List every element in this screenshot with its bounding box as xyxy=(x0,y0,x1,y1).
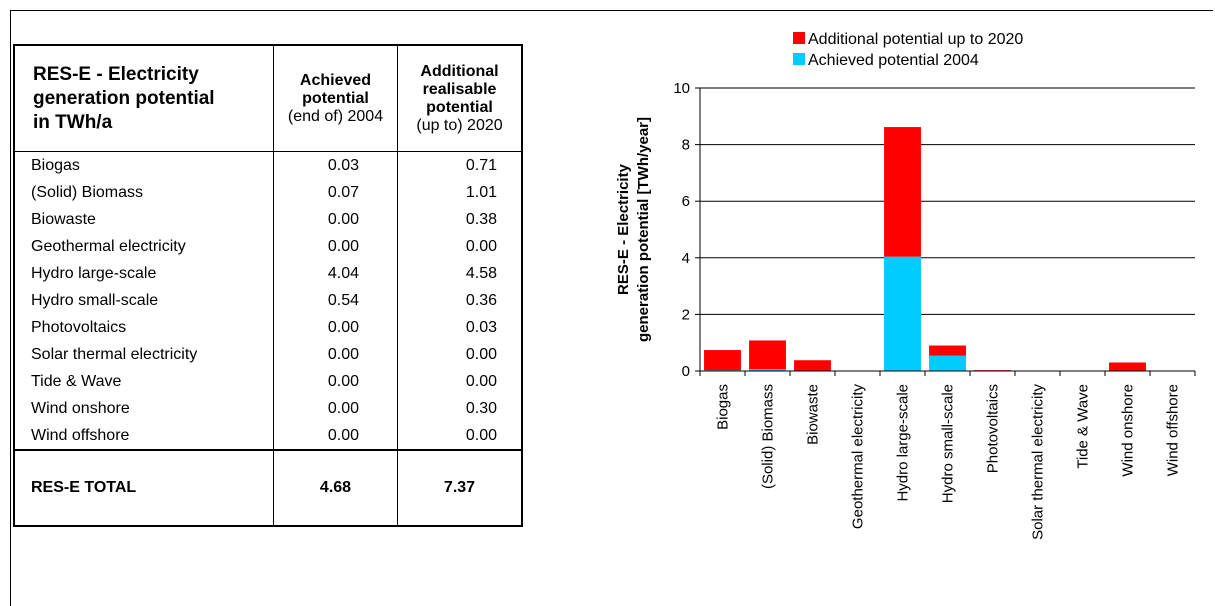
row-additional-value: 0.36 xyxy=(397,287,522,314)
row-additional-value: 0.38 xyxy=(397,206,522,233)
stacked-bar-chart: 0 2 4 6 8 10 Biogas (Solid) Biomass Biowaste Geot… xyxy=(615,31,1196,540)
row-additional-value: 0.30 xyxy=(397,395,522,422)
bar-segment xyxy=(884,127,921,257)
x-category-label: Hydro small-scale xyxy=(940,384,957,503)
row-label: Biowaste xyxy=(31,210,96,228)
total-additional: 7.37 xyxy=(397,449,522,526)
bar-segment xyxy=(929,345,966,356)
row-achieved-value: 0.54 xyxy=(273,287,398,314)
bar-segment xyxy=(929,355,966,371)
table-body: Biogas 0.03 0.71 (Solid) Biomass 0.07 1.01 Bio… xyxy=(14,151,522,450)
x-category-label: Wind offshore xyxy=(1165,384,1182,476)
row-additional-value: 0.71 xyxy=(397,151,522,179)
row-achieved-value: 0.00 xyxy=(273,395,398,422)
table-row: Photovoltaics 0.00 0.03 xyxy=(14,314,522,341)
table-row: Solar thermal electricity 0.00 0.00 xyxy=(14,341,522,368)
x-category-label: Biogas xyxy=(715,384,732,430)
row-label: Tide & Wave xyxy=(31,372,122,390)
legend-swatch xyxy=(793,53,805,65)
potential-table: RES-E - Electricity generation potential… xyxy=(13,44,523,527)
row-label: Wind onshore xyxy=(31,399,130,417)
row-additional-value: 0.00 xyxy=(397,233,522,260)
x-category-label: Solar thermal electricity xyxy=(1030,384,1047,540)
row-achieved-value: 0.00 xyxy=(273,206,398,233)
row-achieved-value: 0.07 xyxy=(273,179,398,206)
y-axis-label: generation potential [TWh/year] xyxy=(635,117,652,342)
y-tick-label: 10 xyxy=(673,80,690,97)
table-row: Biowaste 0.00 0.38 xyxy=(14,206,522,233)
table-row: Tide & Wave 0.00 0.00 xyxy=(14,368,522,395)
figure-frame xyxy=(10,10,1213,606)
header-line: Achieved xyxy=(299,71,372,89)
row-label: Hydro large-scale xyxy=(31,264,157,282)
row-achieved-value: 0.00 xyxy=(273,422,398,450)
bar-segment xyxy=(884,256,921,371)
y-tick-label: 2 xyxy=(682,306,690,323)
bar-segment xyxy=(749,369,786,371)
row-label: Geothermal electricity xyxy=(31,237,186,255)
row-label: Solar thermal electricity xyxy=(31,345,198,363)
header-line: realisable xyxy=(422,80,497,98)
row-label: Wind offshore xyxy=(31,426,130,444)
row-additional-value: 1.01 xyxy=(397,179,522,206)
row-additional-value: 0.00 xyxy=(397,422,522,450)
table-title-line: in TWh/a xyxy=(33,111,113,133)
header-line: Additional xyxy=(420,62,499,80)
y-tick-label: 6 xyxy=(682,193,690,210)
row-achieved-value: 0.00 xyxy=(273,368,398,395)
legend-label: Additional potential up to 2020 xyxy=(808,31,1023,48)
achieved-column-header: Achieved potential (end of) 2004 xyxy=(273,45,398,152)
table-title-line: RES-E - Electricity xyxy=(33,63,199,85)
x-category-label: Photovoltaics xyxy=(985,384,1002,473)
x-category-label: Tide & Wave xyxy=(1075,384,1092,469)
row-achieved-value: 0.00 xyxy=(273,314,398,341)
y-tick-label: 8 xyxy=(682,137,690,154)
row-label: (Solid) Biomass xyxy=(31,183,144,201)
table-header-row: RES-E - Electricity generation potential… xyxy=(14,45,522,152)
y-tick-label: 0 xyxy=(682,363,690,380)
x-category-label: Wind onshore xyxy=(1120,384,1137,477)
header-line: potential xyxy=(302,89,369,107)
row-additional-value: 4.58 xyxy=(397,260,522,287)
row-label: Biogas xyxy=(31,156,80,174)
total-label: RES-E TOTAL xyxy=(14,449,274,526)
bar-segment xyxy=(794,360,831,371)
row-label: Photovoltaics xyxy=(31,318,127,336)
legend-swatch xyxy=(793,32,805,44)
y-axis-label: RES-E - Electricity xyxy=(615,163,632,295)
row-additional-value: 0.00 xyxy=(397,341,522,368)
additional-column-header: Additional realisable potential (up to) … xyxy=(397,45,522,152)
table-title: RES-E - Electricity generation potential… xyxy=(14,45,274,152)
x-category-label: (Solid) Biomass xyxy=(760,384,777,489)
x-category-label: Hydro large-scale xyxy=(895,384,912,502)
table-row: (Solid) Biomass 0.07 1.01 xyxy=(14,179,522,206)
table-row: Biogas 0.03 0.71 xyxy=(14,151,522,179)
legend-label: Achieved potential 2004 xyxy=(808,52,979,69)
table-row: Geothermal electricity 0.00 0.00 xyxy=(14,233,522,260)
total-row: RES-E TOTAL 4.68 7.37 xyxy=(14,449,522,526)
header-line: potential xyxy=(426,98,493,116)
bar-segment xyxy=(704,350,741,371)
header-line: (end of) 2004 xyxy=(287,107,384,125)
row-achieved-value: 4.04 xyxy=(273,260,398,287)
bar-segment xyxy=(1109,362,1146,371)
table-row: Hydro large-scale 4.04 4.58 xyxy=(14,260,522,287)
bar-segment xyxy=(749,340,786,370)
row-additional-value: 0.03 xyxy=(397,314,522,341)
table-row: Hydro small-scale 0.54 0.36 xyxy=(14,287,522,314)
row-achieved-value: 0.00 xyxy=(273,341,398,368)
table-row: Wind onshore 0.00 0.30 xyxy=(14,395,522,422)
table-row: Wind offshore 0.00 0.00 xyxy=(14,422,522,450)
y-tick-label: 4 xyxy=(682,250,690,267)
row-achieved-value: 0.03 xyxy=(273,151,398,179)
row-achieved-value: 0.00 xyxy=(273,233,398,260)
header-line: (up to) 2020 xyxy=(416,116,503,134)
total-achieved: 4.68 xyxy=(273,449,398,526)
x-category-label: Geothermal electricity xyxy=(850,384,867,530)
row-additional-value: 0.00 xyxy=(397,368,522,395)
x-category-label: Biowaste xyxy=(805,384,822,445)
row-label: Hydro small-scale xyxy=(31,291,159,309)
table-title-line: generation potential xyxy=(33,87,215,109)
